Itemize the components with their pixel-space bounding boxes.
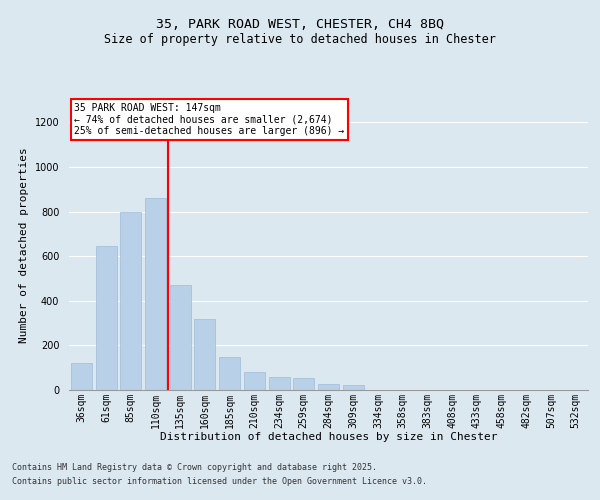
Bar	[343, 385, 364, 390]
Bar	[318, 384, 339, 390]
Y-axis label: Number of detached properties: Number of detached properties	[19, 147, 29, 343]
Bar	[194, 318, 215, 390]
Text: 35 PARK ROAD WEST: 147sqm
← 74% of detached houses are smaller (2,674)
25% of se: 35 PARK ROAD WEST: 147sqm ← 74% of detac…	[74, 103, 344, 136]
Bar	[219, 356, 240, 390]
Bar	[145, 198, 166, 390]
Bar	[95, 246, 116, 390]
Bar	[269, 376, 290, 390]
Text: Size of property relative to detached houses in Chester: Size of property relative to detached ho…	[104, 32, 496, 46]
Bar	[120, 212, 141, 390]
Text: Contains HM Land Registry data © Crown copyright and database right 2025.: Contains HM Land Registry data © Crown c…	[12, 464, 377, 472]
Text: 35, PARK ROAD WEST, CHESTER, CH4 8BQ: 35, PARK ROAD WEST, CHESTER, CH4 8BQ	[156, 18, 444, 30]
Bar	[293, 378, 314, 390]
Bar	[170, 285, 191, 390]
X-axis label: Distribution of detached houses by size in Chester: Distribution of detached houses by size …	[160, 432, 497, 442]
Bar	[71, 363, 92, 390]
Text: Contains public sector information licensed under the Open Government Licence v3: Contains public sector information licen…	[12, 477, 427, 486]
Bar	[244, 372, 265, 390]
